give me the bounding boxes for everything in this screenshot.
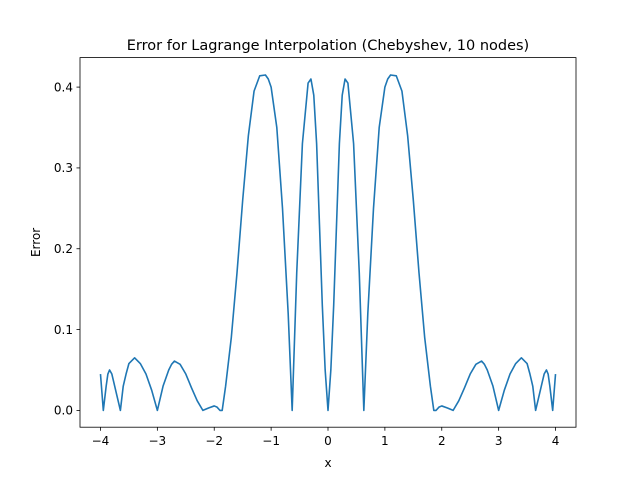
error-series-line [99,74,557,412]
y-axis-label: Error [29,228,43,257]
x-axis-label: x [324,456,331,470]
x-tick-label: −4 [92,434,110,448]
y-axis: 0.0 0.1 0.2 0.3 0.4 [54,80,80,418]
y-tick-label: 0.3 [54,161,73,175]
x-tick-label: 2 [438,434,446,448]
y-tick-label: 0.2 [54,242,73,256]
x-tick-label: −3 [149,434,167,448]
x-tick-label: 0 [324,434,332,448]
y-tick-label: 0.1 [54,323,73,337]
x-tick-label: −2 [205,434,223,448]
y-tick-label: 0.0 [54,404,73,418]
chart-title: Error for Lagrange Interpolation (Chebys… [127,38,529,54]
y-tick-label: 0.4 [54,80,73,94]
plot-area-frame [79,57,577,428]
x-axis: −4 −3 −2 −1 0 1 2 3 4 [92,427,560,448]
x-tick-label: −1 [262,434,280,448]
x-tick-label: 3 [495,434,503,448]
x-tick-label: 1 [381,434,389,448]
x-tick-label: 4 [552,434,560,448]
